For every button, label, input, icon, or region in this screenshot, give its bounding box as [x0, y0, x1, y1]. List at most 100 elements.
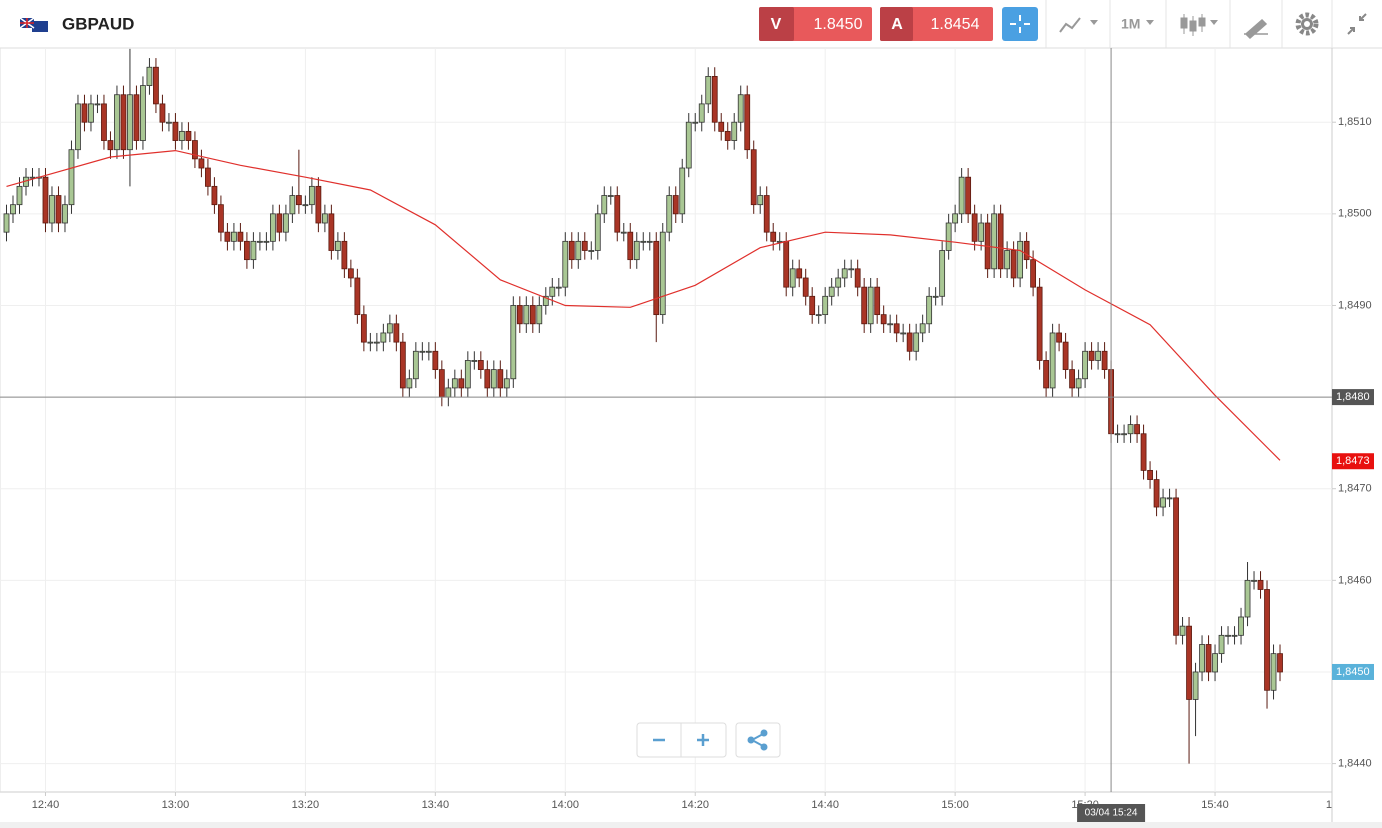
- candle-body: [952, 213, 959, 224]
- candle-body: [997, 213, 1004, 270]
- candle-body: [1069, 369, 1075, 389]
- candle-body: [341, 240, 348, 270]
- candle-body: [724, 130, 731, 141]
- price-tag: [1332, 663, 1374, 680]
- candle-body: [334, 240, 341, 251]
- candle-body: [451, 378, 458, 389]
- candle-body: [523, 305, 530, 325]
- candle-body: [620, 231, 627, 234]
- sell-button[interactable]: V 1.8450: [759, 7, 872, 41]
- candle-body: [1192, 671, 1199, 700]
- candle-body: [698, 103, 705, 123]
- settings-button[interactable]: [1295, 12, 1319, 36]
- candle-body: [906, 332, 913, 352]
- candle-body: [711, 76, 718, 123]
- share-button[interactable]: [735, 722, 781, 758]
- candle-body: [399, 341, 406, 389]
- candle-body: [783, 240, 790, 288]
- sell-price: 1.8450: [814, 16, 863, 33]
- candle-body: [107, 140, 114, 151]
- candle-body: [81, 103, 88, 123]
- y-tick-label: 1,8500: [1338, 208, 1372, 220]
- collapse-button[interactable]: [1347, 13, 1367, 35]
- candle-body: [744, 94, 751, 151]
- candle-body: [1264, 589, 1270, 691]
- toolbar: [0, 0, 1382, 48]
- candle-body: [1043, 360, 1050, 389]
- candle-body: [1004, 250, 1011, 270]
- candle-body: [646, 240, 653, 243]
- candle-body: [887, 323, 894, 326]
- crosshair-price-tag: [1332, 389, 1374, 406]
- crosshair-time-tag: [1077, 804, 1146, 822]
- candle-body: [94, 103, 101, 106]
- candle-body: [1030, 259, 1037, 288]
- candle-body: [822, 295, 829, 316]
- y-tick-label: 1,8470: [1338, 483, 1372, 495]
- candle-body: [257, 240, 263, 243]
- candle-body: [510, 305, 517, 380]
- candle-body: [802, 277, 809, 297]
- candle-body: [295, 195, 302, 206]
- candle-body: [529, 305, 536, 325]
- candle-body: [861, 286, 868, 325]
- candle-body: [419, 350, 426, 353]
- candle-body: [464, 360, 471, 389]
- candle-body: [867, 286, 874, 325]
- indicator-button[interactable]: [1059, 17, 1098, 33]
- draw-button[interactable]: [1244, 18, 1268, 40]
- timeframe: 1M: [1121, 16, 1140, 32]
- candle-body: [679, 167, 686, 215]
- candle-body: [1023, 240, 1030, 261]
- chart-type-button[interactable]: [1180, 14, 1218, 36]
- candle-body: [146, 66, 153, 86]
- candle-body: [179, 130, 185, 141]
- candle-body: [659, 231, 666, 316]
- buy-button[interactable]: A 1.8454: [880, 7, 993, 41]
- candle-body: [289, 195, 296, 215]
- candle-body: [1036, 286, 1043, 361]
- candle-body: [1075, 378, 1082, 389]
- candle-body: [1147, 469, 1153, 480]
- candle-body: [945, 222, 952, 251]
- candle-body: [958, 176, 965, 215]
- candle-body: [120, 94, 127, 151]
- candle-body: [763, 195, 770, 233]
- candle-body: [458, 378, 465, 389]
- candle-body: [192, 140, 198, 160]
- candle-body: [978, 222, 985, 242]
- timeframe-button[interactable]: 1M: [1121, 16, 1154, 32]
- candle-body: [900, 332, 907, 335]
- candle-body: [211, 185, 218, 206]
- candle-body: [1153, 479, 1160, 508]
- symbol: GBPAUD: [62, 14, 134, 33]
- candle-body: [432, 350, 439, 371]
- candle-body: [114, 94, 120, 151]
- candle-body: [1277, 653, 1283, 673]
- candle-body: [477, 360, 484, 371]
- candle-body: [1205, 644, 1212, 673]
- crosshair-button[interactable]: [1002, 7, 1038, 41]
- candle-body: [55, 195, 62, 224]
- candle-body: [666, 195, 673, 233]
- candle-body: [205, 167, 211, 187]
- price-tag-label: 1,8450: [1336, 666, 1370, 678]
- candle-body: [971, 213, 978, 242]
- x-tick-label: 15:40: [1201, 799, 1229, 811]
- candle-body: [1062, 341, 1069, 371]
- candle-body: [1095, 350, 1101, 361]
- crosshair-time-label: 03/04 15:24: [1085, 808, 1138, 819]
- candle-body: [568, 240, 575, 261]
- candle-body: [731, 121, 738, 141]
- toolbar-separators: [1045, 0, 1333, 48]
- candle-body: [841, 268, 848, 279]
- candle-body: [796, 268, 803, 279]
- candle-body: [1049, 332, 1056, 389]
- candle-body: [594, 213, 601, 251]
- zoom-in-button[interactable]: [697, 734, 709, 746]
- x-tick-label: 14:00: [552, 799, 580, 811]
- candle-body: [1127, 424, 1134, 435]
- plot: [0, 48, 1332, 792]
- candle-body: [88, 103, 94, 123]
